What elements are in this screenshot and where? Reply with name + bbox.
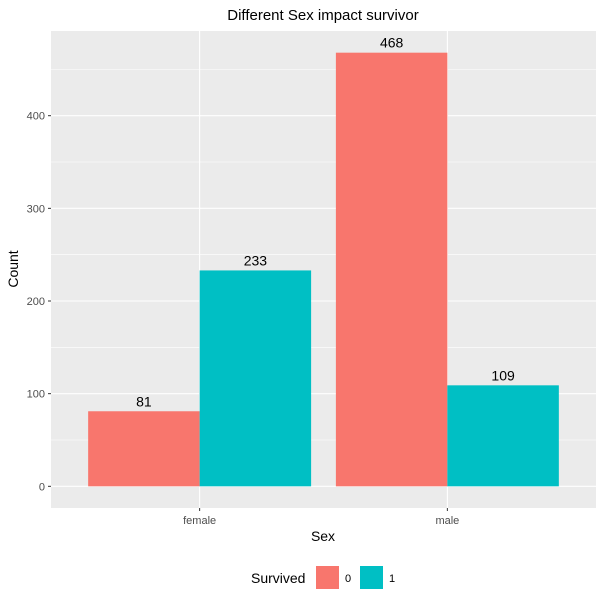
data-label-female-1: 233 [244,252,268,268]
bar-male-0 [335,52,448,487]
bar-male-1 [447,385,559,487]
data-label-male-0: 468 [380,35,404,51]
bars [88,52,559,487]
x-axis-title: Sex [311,528,335,544]
bar-female-0 [88,411,200,487]
y-tick-label: 400 [27,111,45,123]
data-labels: 81 233 468 109 [136,35,515,410]
legend-label-0: 0 [345,573,351,585]
bar-female-1 [199,270,312,487]
legend-title: Survived [251,570,305,586]
y-tick-label: 200 [27,296,45,308]
x-tick-label-female: female [183,515,216,527]
x-axis: female male [183,508,459,527]
y-axis-title: Count [5,250,21,287]
y-tick-label: 0 [39,481,45,493]
legend-label-1: 1 [389,573,395,585]
legend-key-0 [316,566,339,589]
y-tick-label: 300 [27,203,45,215]
y-axis: 0 100 200 300 400 [27,111,51,493]
x-tick-label-male: male [435,515,459,527]
chart-title: Different Sex impact survivor [227,7,418,24]
y-tick-label: 100 [27,389,45,401]
data-label-male-1: 109 [491,367,515,383]
legend-key-1 [360,566,383,589]
data-label-female-0: 81 [136,393,152,409]
